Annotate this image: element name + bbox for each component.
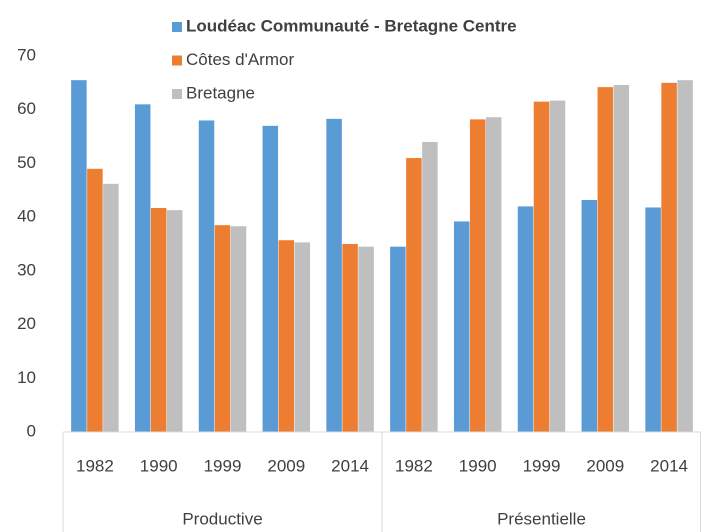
legend-swatch [172, 22, 182, 32]
bar [166, 210, 183, 432]
legend-swatch [172, 89, 182, 99]
bar [198, 120, 215, 432]
legend-label: Loudéac Communauté - Bretagne Centre [186, 16, 517, 35]
group-label: Présentielle [497, 509, 586, 528]
bar [469, 119, 486, 432]
group-label: Productive [182, 509, 262, 528]
bar [71, 80, 87, 433]
bar [214, 225, 231, 432]
bar [485, 117, 502, 432]
y-tick-label: 10 [17, 368, 36, 387]
bar [390, 246, 406, 432]
bar [645, 207, 661, 432]
y-tick-label: 0 [27, 421, 36, 440]
y-tick-label: 30 [17, 260, 36, 279]
y-tick-label: 50 [17, 153, 36, 172]
y-tick-label: 20 [17, 314, 36, 333]
x-tick-label: 1999 [204, 456, 242, 475]
bar [677, 80, 693, 433]
legend-label: Bretagne [186, 83, 255, 102]
bar [326, 118, 342, 433]
y-tick-label: 70 [17, 45, 36, 64]
x-tick-label: 2009 [267, 456, 305, 475]
x-tick-label: 1982 [395, 456, 433, 475]
bar [549, 100, 566, 432]
bar [87, 168, 103, 433]
x-tick-label: 1982 [76, 456, 114, 475]
y-tick-label: 60 [17, 99, 36, 118]
bar [342, 244, 358, 432]
x-tick-label: 1990 [140, 456, 178, 475]
bar [613, 85, 630, 433]
bar [294, 242, 311, 432]
bar [597, 87, 614, 432]
x-tick-label: 2014 [650, 456, 688, 475]
bar [661, 82, 677, 432]
legend-label: Côtes d'Armor [186, 50, 294, 69]
bar [278, 240, 295, 432]
x-tick-label: 1999 [523, 456, 561, 475]
bar [262, 125, 279, 432]
bar [150, 208, 167, 432]
bar [533, 101, 550, 433]
bar [581, 199, 598, 432]
bar [453, 221, 470, 432]
bar [103, 183, 119, 432]
bar [517, 206, 534, 432]
legend-swatch [172, 55, 182, 66]
bar [358, 246, 374, 432]
x-tick-label: 2009 [586, 456, 624, 475]
bar [230, 226, 247, 432]
x-tick-label: 2014 [331, 456, 369, 475]
bar [422, 141, 438, 432]
bar [134, 104, 151, 432]
x-tick-label: 1990 [459, 456, 497, 475]
bar [406, 158, 422, 433]
y-tick-label: 40 [17, 207, 36, 226]
